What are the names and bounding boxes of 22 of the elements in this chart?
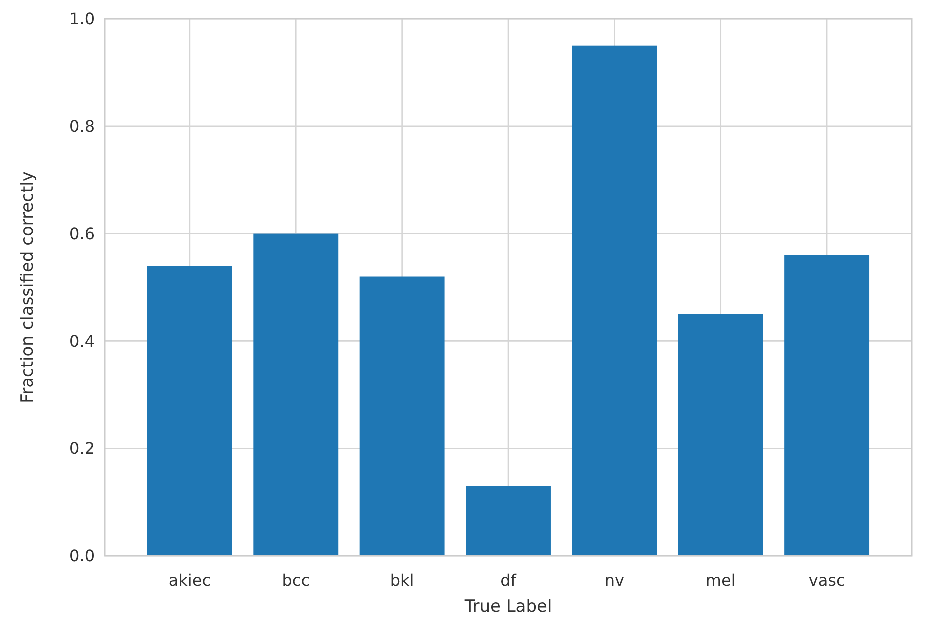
y-tick-label: 1.0 — [70, 10, 95, 29]
bar — [572, 46, 658, 556]
x-tick-label: nv — [604, 571, 624, 590]
y-axis-title: Fraction classified correctly — [18, 172, 38, 404]
bar — [254, 234, 339, 556]
x-tick-label: df — [500, 571, 517, 590]
bar — [466, 486, 551, 556]
bar — [784, 255, 870, 556]
bar — [360, 276, 445, 556]
y-tick-label: 0.6 — [70, 224, 95, 244]
x-tick-label: bkl — [390, 571, 414, 590]
x-tick-label: bcc — [282, 571, 310, 590]
y-tick-label: 0.0 — [70, 546, 95, 566]
x-tick-label: vasc — [808, 571, 846, 590]
x-tick-label: mel — [706, 571, 736, 590]
y-tick-label: 0.4 — [70, 332, 95, 351]
bar — [147, 266, 232, 556]
y-tick-label: 0.2 — [70, 439, 95, 458]
bar — [678, 314, 764, 556]
x-tick-label: akiec — [168, 571, 212, 590]
y-tick-label: 0.8 — [70, 117, 95, 136]
x-axis-title: True Label — [464, 597, 552, 617]
